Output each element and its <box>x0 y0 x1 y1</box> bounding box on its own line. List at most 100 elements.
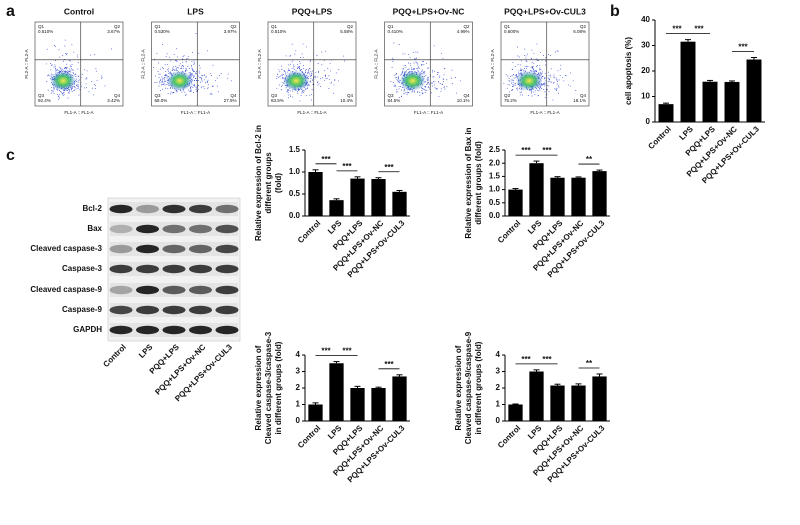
quadrant-name: Q1 <box>271 24 278 29</box>
dot <box>309 80 311 82</box>
dot <box>299 65 301 67</box>
dot <box>193 61 195 63</box>
dot <box>77 68 79 70</box>
dot <box>531 95 533 97</box>
plot-frame <box>34 21 124 107</box>
quadrant-name: Q2 <box>230 24 237 29</box>
dot <box>545 64 547 66</box>
dot <box>204 88 206 90</box>
dot <box>185 70 187 72</box>
quadrant-name: Q2 <box>463 24 470 29</box>
dot <box>170 91 172 93</box>
dot <box>424 92 426 93</box>
dot <box>278 84 280 86</box>
dot <box>542 71 544 73</box>
dot <box>206 76 208 78</box>
significance-label: *** <box>342 347 352 356</box>
dot <box>287 92 289 93</box>
dot <box>159 73 161 75</box>
x-axis-label: FL1-A :: FL1-A <box>64 110 93 115</box>
dot <box>90 54 92 56</box>
dot <box>311 70 313 72</box>
dot <box>544 91 546 93</box>
dot <box>536 89 538 91</box>
y-axis-label: FL2-A :: FL2-A <box>24 49 29 78</box>
dot <box>66 54 67 56</box>
dot <box>193 79 195 81</box>
dot <box>46 81 48 82</box>
dot <box>508 80 510 82</box>
dot <box>426 84 428 86</box>
dot <box>517 55 519 57</box>
quadrant-name: Q1 <box>38 24 45 29</box>
dot <box>427 67 429 69</box>
y-tick-label: 4 <box>296 350 301 359</box>
dot <box>542 83 544 85</box>
bar <box>550 177 565 216</box>
dot <box>278 69 280 71</box>
dot <box>544 72 546 74</box>
dot <box>58 94 60 96</box>
dot <box>196 73 198 75</box>
dot <box>421 92 423 94</box>
dot <box>78 76 80 78</box>
dot <box>64 53 66 55</box>
dot <box>442 81 444 83</box>
dot <box>307 71 309 73</box>
dot <box>287 71 289 73</box>
dot <box>431 83 433 85</box>
dot <box>165 74 167 76</box>
dot <box>423 72 425 74</box>
dot <box>326 77 328 79</box>
dot <box>220 73 222 74</box>
dot <box>548 91 550 93</box>
dot <box>182 56 184 57</box>
blot-band <box>162 224 186 234</box>
dot <box>173 92 175 93</box>
dot <box>507 75 509 77</box>
dot <box>189 91 191 93</box>
dot <box>310 75 312 77</box>
dot <box>100 75 102 77</box>
dot <box>337 80 339 82</box>
dot <box>398 96 400 98</box>
dot <box>402 67 404 69</box>
bar <box>329 363 344 421</box>
y-tick-label: 1.5 <box>489 172 501 181</box>
dot <box>425 62 427 64</box>
dot <box>303 90 305 92</box>
dot <box>69 65 71 67</box>
dot <box>74 89 76 91</box>
bar <box>592 171 607 216</box>
y-tick-label: 1.0 <box>289 167 301 176</box>
dot <box>524 69 526 71</box>
dot <box>422 73 424 75</box>
dot <box>441 52 443 54</box>
dot <box>51 65 53 66</box>
quadrant-name: Q3 <box>271 93 278 98</box>
dot <box>201 80 203 82</box>
dot <box>170 72 172 74</box>
dot <box>343 60 345 62</box>
dot <box>161 76 163 78</box>
y-tick-label: 40 <box>641 15 650 24</box>
dot <box>210 92 212 94</box>
y-tick-label: 30 <box>641 41 650 50</box>
dot <box>195 73 197 75</box>
dot <box>57 70 59 72</box>
dot <box>53 92 55 94</box>
bar <box>308 404 323 421</box>
dot <box>512 81 514 83</box>
bar <box>350 178 365 216</box>
y-tick-label: 0 <box>646 117 651 126</box>
quadrant-percentage: 0.600% <box>504 29 519 34</box>
dot <box>280 75 282 77</box>
bar <box>350 388 365 421</box>
dot <box>71 64 73 66</box>
dot <box>517 89 518 91</box>
dot <box>161 81 163 83</box>
dot <box>562 76 563 78</box>
dot <box>407 69 409 70</box>
y-tick-label: 10 <box>641 92 650 101</box>
dot <box>546 84 548 86</box>
